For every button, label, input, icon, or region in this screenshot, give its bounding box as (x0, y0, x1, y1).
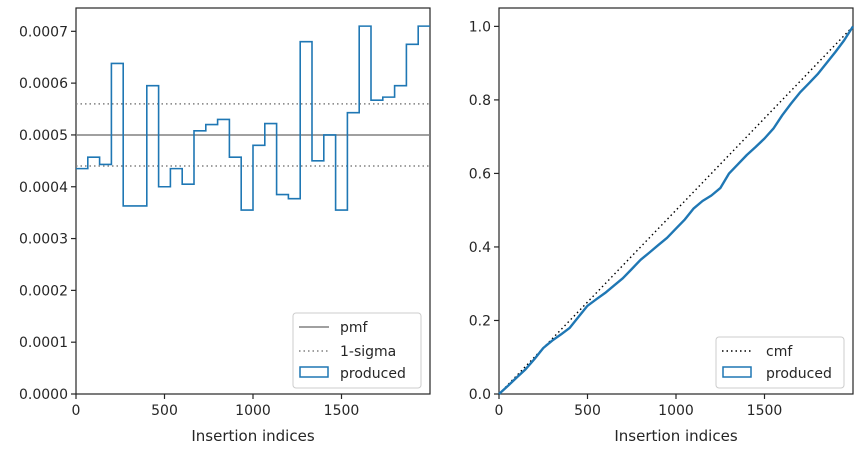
pmf-x-tick-label: 500 (151, 403, 178, 419)
pmf-y-tick-label: 0.0005 (19, 128, 68, 144)
pmf-y-tick-label: 0.0006 (19, 76, 68, 92)
pmf-y-tick-label: 0.0007 (19, 24, 68, 40)
cmf-x-tick-label: 1500 (747, 403, 783, 419)
pmf-panel: 0.0000 0.0001 0.0002 0.0003 0.0004 0.0005 0.00… (19, 7, 431, 445)
pmf-y-tick-label: 0.0003 (19, 232, 68, 248)
pmf-x-axis-label: Insertion indices (191, 427, 314, 445)
cmf-y-tick-label: 0.4 (469, 240, 491, 256)
produced-legend-label: produced (340, 366, 406, 382)
cmf-x-tick-label: 0 (495, 403, 504, 419)
cmf-y-tick-label: 0.2 (469, 313, 491, 329)
produced-cumulative-legend-label: produced (766, 366, 832, 382)
cmf-legend: cmf produced (715, 336, 845, 389)
produced-histogram (76, 25, 430, 211)
cmf-y-tick-label: 0.8 (469, 93, 491, 109)
pmf-x-tick-label: 1000 (235, 403, 271, 419)
cmf-legend-box (715, 336, 845, 389)
cmf-panel: 0.0 0.2 0.4 0.6 0.8 1.0 0 500 1000 1500 Insertio… (469, 7, 855, 445)
produced-legend-swatch (299, 366, 329, 378)
cmf-y-tick-label: 1.0 (469, 19, 491, 35)
produced-cumulative-legend-swatch (722, 366, 752, 378)
cmf-x-axis-label: Insertion indices (614, 427, 737, 445)
cmf-x-tick-label: 500 (574, 403, 601, 419)
pmf-legend: pmf 1-sigma produced (292, 312, 422, 389)
pmf-x-tick-label: 0 (72, 403, 81, 419)
sigma-legend-label: 1-sigma (340, 344, 396, 360)
cmf-x-tick-label: 1000 (658, 403, 694, 419)
cmf-legend-label: cmf (766, 344, 793, 360)
pmf-y-tick-label: 0.0002 (19, 283, 68, 299)
cmf-plot-frame (498, 7, 854, 395)
cmf-y-tick-label: 0.6 (469, 166, 491, 182)
pmf-legend-box (292, 312, 422, 389)
pmf-legend-label: pmf (340, 320, 369, 336)
pmf-x-tick-label: 1500 (324, 403, 360, 419)
pmf-y-tick-label: 0.0000 (19, 387, 68, 403)
produced-cumulative-line (498, 25, 855, 395)
cmf-y-ticks: 0.0 0.2 0.4 0.6 0.8 1.0 (469, 19, 499, 403)
pmf-y-ticks: 0.0000 0.0001 0.0002 0.0003 0.0004 0.0005 0.00… (19, 24, 76, 403)
cmf-y-tick-label: 0.0 (469, 387, 491, 403)
cmf-x-ticks: 0 500 1000 1500 (495, 394, 783, 419)
pmf-x-ticks: 0 500 1000 1500 (72, 394, 360, 419)
pmf-y-tick-label: 0.0004 (19, 180, 68, 196)
pmf-y-tick-label: 0.0001 (19, 335, 68, 351)
